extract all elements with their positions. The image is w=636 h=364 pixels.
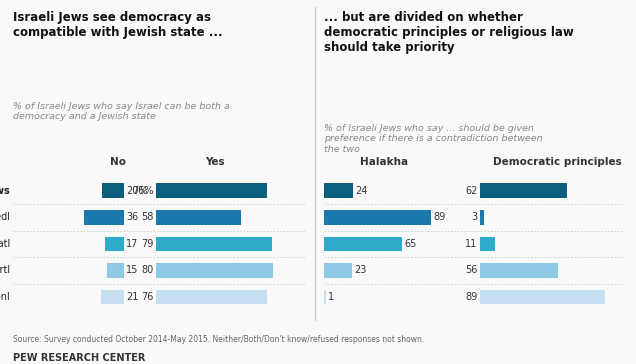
Text: 36: 36	[126, 212, 139, 222]
Bar	[102, 183, 124, 198]
Text: 80: 80	[141, 265, 154, 276]
Text: 23: 23	[354, 265, 366, 276]
Text: Democratic principles: Democratic principles	[493, 157, 622, 167]
Text: 20%: 20%	[126, 186, 148, 196]
Text: 3: 3	[471, 212, 478, 222]
Bar	[156, 290, 267, 304]
Bar	[324, 263, 352, 278]
Text: 21: 21	[126, 292, 139, 302]
Text: 62: 62	[465, 186, 478, 196]
Text: % of Israeli Jews who say ... should be given
preference if there is a contradic: % of Israeli Jews who say ... should be …	[324, 124, 543, 154]
Bar	[84, 210, 124, 225]
Text: PEW RESEARCH CENTER: PEW RESEARCH CENTER	[13, 353, 145, 363]
Bar	[156, 263, 273, 278]
Text: Halakha: Halakha	[360, 157, 408, 167]
Text: 58: 58	[141, 212, 154, 222]
Text: ... but are divided on whether
democratic principles or religious law
should tak: ... but are divided on whether democrati…	[324, 11, 574, 54]
Bar	[156, 237, 272, 251]
Bar	[480, 290, 605, 304]
Bar	[324, 237, 402, 251]
Bar	[107, 263, 124, 278]
Text: 76%: 76%	[132, 186, 154, 196]
Bar	[324, 290, 326, 304]
Bar	[324, 210, 431, 225]
Text: Masortl: Masortl	[0, 265, 10, 276]
Text: % of Israeli Jews who say Israel can be both a
democracy and a Jewish state: % of Israeli Jews who say Israel can be …	[13, 102, 230, 121]
Text: Source: Survey conducted October 2014-May 2015. Neither/Both/Don't know/refused : Source: Survey conducted October 2014-Ma…	[13, 335, 424, 344]
Text: 11: 11	[465, 239, 478, 249]
Bar	[100, 290, 124, 304]
Bar	[105, 237, 124, 251]
Text: 24: 24	[356, 186, 368, 196]
Text: Israeli Jews see democracy as
compatible with Jewish state ...: Israeli Jews see democracy as compatible…	[13, 11, 223, 39]
Text: 79: 79	[141, 239, 154, 249]
Text: 15: 15	[126, 265, 139, 276]
Bar	[480, 183, 567, 198]
Bar	[156, 183, 267, 198]
Text: Yes: Yes	[205, 157, 225, 167]
Text: Hilonl: Hilonl	[0, 292, 10, 302]
Text: 65: 65	[404, 239, 417, 249]
Text: Haredl: Haredl	[0, 212, 10, 222]
Bar	[480, 210, 484, 225]
Text: No: No	[110, 157, 126, 167]
Text: 17: 17	[126, 239, 139, 249]
Text: 76: 76	[141, 292, 154, 302]
Text: 89: 89	[433, 212, 445, 222]
Text: All Jews: All Jews	[0, 186, 10, 196]
Bar	[324, 183, 353, 198]
Text: 89: 89	[465, 292, 478, 302]
Bar	[156, 210, 241, 225]
Text: 56: 56	[465, 265, 478, 276]
Bar	[480, 263, 558, 278]
Text: Datl: Datl	[0, 239, 10, 249]
Text: 1: 1	[328, 292, 334, 302]
Bar	[480, 237, 495, 251]
